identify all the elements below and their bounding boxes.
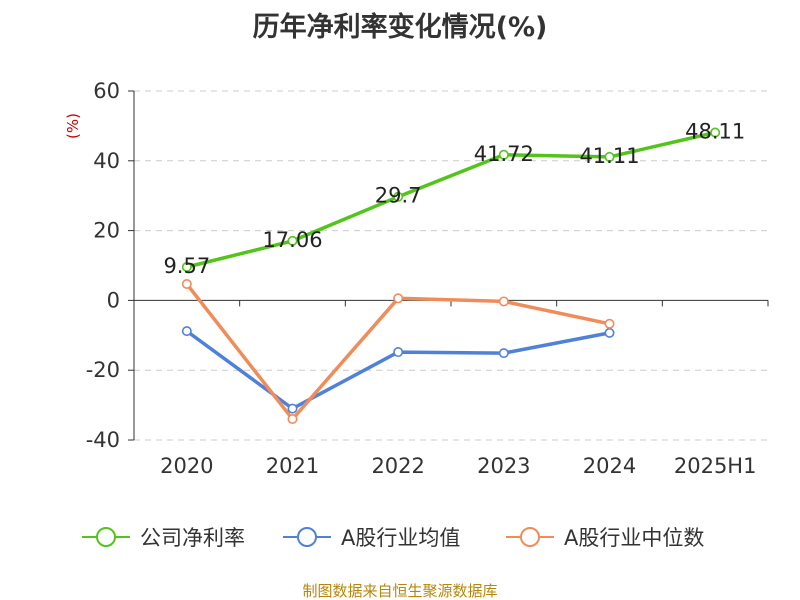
x-tick-label: 2020: [160, 454, 213, 478]
series-marker-1: [393, 347, 404, 358]
y-tick-label: -20: [86, 358, 120, 382]
data-source-note: 制图数据来自恒生聚源数据库: [302, 582, 497, 600]
series-marker-0: [393, 191, 404, 202]
legend-label-2: A股行业中位数: [564, 526, 704, 550]
x-tick-label: 2022: [371, 454, 424, 478]
legend-marker-1: [297, 527, 317, 547]
y-tick-label: 60: [93, 79, 120, 103]
data-label: 9.57: [163, 254, 210, 278]
x-tick-label: 2021: [266, 454, 319, 478]
series-marker-1: [604, 327, 615, 338]
y-tick-label: -40: [86, 428, 120, 452]
series-markers: [181, 127, 721, 425]
y-tick-label: 20: [93, 219, 120, 243]
data-label: 17.06: [262, 228, 322, 252]
series-marker-2: [498, 296, 509, 307]
x-tick-label: 2024: [583, 454, 636, 478]
x-tick-labels: 2020 2021 2022 2023 2024 2025H1: [160, 454, 756, 478]
series-marker-2: [287, 414, 298, 425]
legend-label-0: 公司净利率: [140, 526, 245, 550]
data-label: 41.72: [474, 142, 534, 166]
legend-marker-0: [96, 527, 116, 547]
legend-label-1: A股行业均值: [341, 526, 460, 550]
series-line-0: [185, 130, 717, 269]
series-marker-0: [710, 127, 721, 138]
series-marker-2: [604, 318, 615, 329]
series-marker-0: [604, 151, 615, 162]
series-marker-0: [287, 235, 298, 246]
data-label: 29.7: [375, 184, 422, 208]
y-tick-label: 40: [93, 149, 120, 173]
x-tick-label: 2023: [477, 454, 530, 478]
data-label: 48.11: [685, 119, 745, 143]
series-marker-0: [498, 149, 509, 160]
series-marker-1: [498, 348, 509, 359]
y-tick-labels: 60 40 20 0 -20 -40: [86, 79, 120, 452]
series-marker-2: [181, 278, 192, 289]
series-marker-1: [181, 326, 192, 337]
y-tick-label: 0: [107, 288, 120, 312]
y-unit-label: (%): [64, 113, 82, 139]
data-labels: 9.57 17.06 29.7 41.72 41.11 48.11: [163, 119, 745, 278]
series-marker-0: [181, 262, 192, 273]
chart-title: 历年净利率变化情况(%): [253, 11, 548, 43]
legend: 公司净利率 A股行业均值 A股行业中位数: [82, 526, 704, 550]
series-marker-1: [287, 403, 298, 414]
data-label: 41.11: [579, 144, 639, 168]
series-marker-2: [393, 293, 404, 304]
x-tick-label: 2025H1: [674, 454, 757, 478]
grid-lines: [134, 90, 768, 441]
series-lines: [185, 130, 717, 421]
legend-marker-2: [520, 527, 540, 547]
